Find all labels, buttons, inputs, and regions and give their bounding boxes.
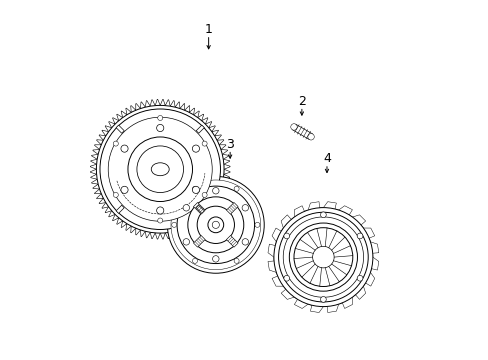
Circle shape — [158, 218, 163, 223]
Circle shape — [202, 192, 207, 197]
Circle shape — [202, 141, 207, 146]
Circle shape — [183, 239, 189, 245]
Circle shape — [234, 258, 239, 264]
Circle shape — [192, 186, 199, 193]
Circle shape — [128, 137, 192, 202]
Circle shape — [192, 258, 197, 264]
Circle shape — [183, 204, 189, 211]
Circle shape — [113, 141, 118, 146]
Ellipse shape — [151, 163, 169, 176]
Circle shape — [121, 145, 128, 152]
Circle shape — [156, 125, 163, 132]
Circle shape — [171, 180, 260, 270]
Circle shape — [121, 186, 128, 193]
Circle shape — [197, 206, 234, 243]
Circle shape — [254, 222, 260, 227]
Circle shape — [207, 217, 223, 233]
Circle shape — [171, 222, 176, 227]
Circle shape — [320, 212, 325, 218]
Circle shape — [293, 228, 352, 287]
Circle shape — [307, 134, 314, 140]
Circle shape — [284, 275, 289, 281]
Circle shape — [278, 212, 367, 302]
Circle shape — [113, 192, 118, 197]
FancyBboxPatch shape — [196, 125, 204, 133]
Circle shape — [273, 208, 372, 307]
Circle shape — [212, 188, 219, 194]
Circle shape — [284, 233, 289, 239]
Circle shape — [137, 146, 183, 193]
FancyBboxPatch shape — [116, 125, 124, 133]
Text: 4: 4 — [323, 152, 330, 165]
Text: 2: 2 — [297, 95, 305, 108]
Bar — [226, 203, 238, 214]
Circle shape — [356, 275, 362, 281]
Circle shape — [156, 207, 163, 214]
Circle shape — [289, 223, 357, 291]
Circle shape — [158, 116, 163, 121]
Circle shape — [212, 221, 219, 228]
Circle shape — [283, 217, 363, 297]
Polygon shape — [90, 99, 230, 239]
Circle shape — [242, 204, 248, 211]
Bar — [193, 235, 205, 247]
Circle shape — [192, 186, 197, 191]
Text: 1: 1 — [204, 23, 212, 36]
Bar — [193, 203, 205, 214]
FancyBboxPatch shape — [116, 205, 124, 213]
Circle shape — [192, 145, 199, 152]
Circle shape — [167, 176, 264, 273]
Circle shape — [212, 256, 219, 262]
Circle shape — [356, 233, 362, 239]
Circle shape — [290, 124, 297, 130]
Circle shape — [320, 297, 325, 302]
Circle shape — [108, 117, 212, 221]
Polygon shape — [267, 202, 378, 312]
Circle shape — [312, 246, 333, 268]
Text: 3: 3 — [226, 138, 234, 150]
Circle shape — [234, 186, 239, 191]
Polygon shape — [292, 124, 312, 140]
Circle shape — [96, 105, 224, 233]
Bar — [226, 235, 238, 247]
Circle shape — [177, 186, 254, 264]
FancyBboxPatch shape — [196, 205, 204, 213]
Circle shape — [100, 109, 220, 229]
Circle shape — [187, 197, 244, 253]
Circle shape — [242, 239, 248, 245]
